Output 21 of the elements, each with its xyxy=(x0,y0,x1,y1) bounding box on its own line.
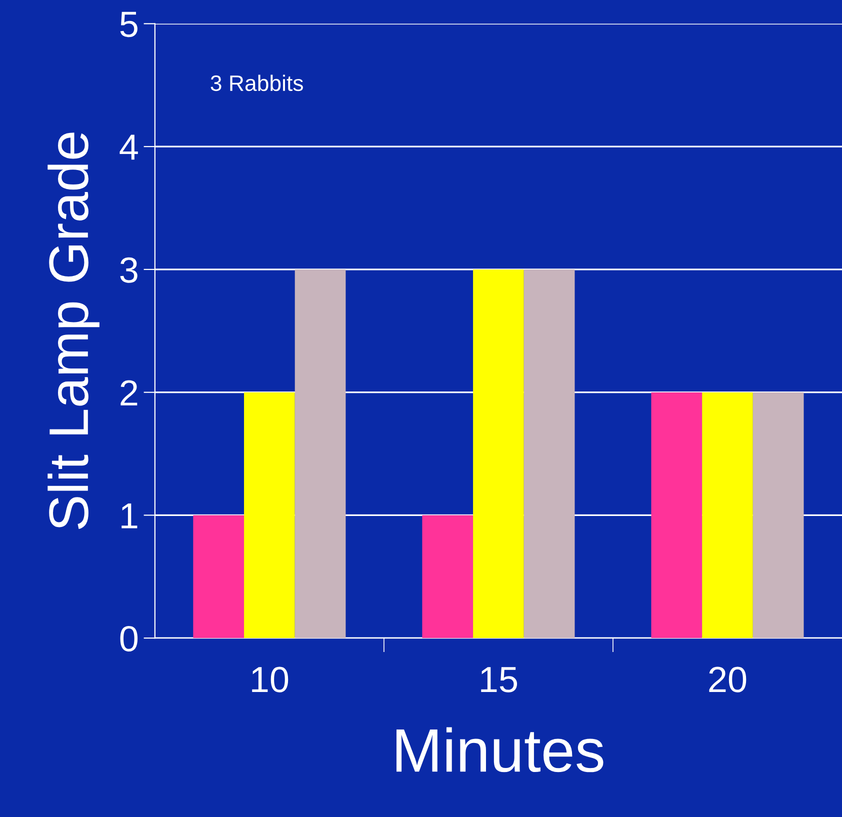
bar xyxy=(193,515,244,638)
y-tick-label: 0 xyxy=(120,626,138,652)
y-tick-label: 4 xyxy=(120,134,138,160)
annotation: 3 Rabbits xyxy=(210,74,303,92)
bar xyxy=(422,515,474,638)
bar xyxy=(524,269,575,638)
bar xyxy=(473,269,524,638)
y-tick-label: 2 xyxy=(120,380,138,406)
bar xyxy=(294,269,346,638)
x-axis-title: Minutes xyxy=(396,727,604,772)
bar xyxy=(244,392,295,638)
bar xyxy=(651,392,702,638)
x-tick-label: 20 xyxy=(709,666,746,692)
bar xyxy=(702,392,753,638)
y-tick-label: 3 xyxy=(120,257,138,283)
bar xyxy=(752,392,804,638)
y-axis-title: Slit Lamp Grade xyxy=(48,132,100,530)
y-tick-label: 1 xyxy=(122,503,138,528)
x-tick-label: 10 xyxy=(252,666,288,692)
y-tick-label: 5 xyxy=(120,12,138,38)
x-tick-label: 15 xyxy=(481,667,518,692)
